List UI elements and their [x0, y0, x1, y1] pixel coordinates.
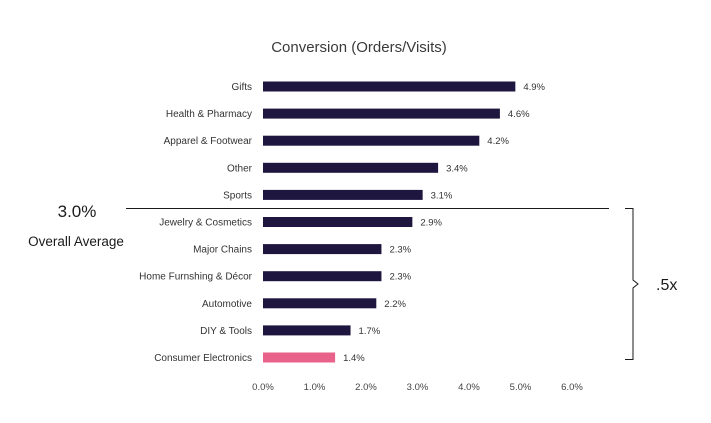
- right-bracket: [625, 207, 639, 360]
- value-label: 1.4%: [343, 353, 365, 364]
- chart-title: Conversion (Orders/Visits): [271, 39, 447, 56]
- category-label: Consumer Electronics: [154, 353, 252, 364]
- average-value: 3.0%: [58, 202, 97, 221]
- category-label: DIY & Tools: [200, 326, 252, 337]
- value-label: 3.4%: [446, 163, 468, 174]
- x-axis: 0.0% 1.0% 2.0% 3.0% 4.0% 5.0% 6.0%: [252, 382, 583, 393]
- category-label: Gifts: [231, 82, 252, 93]
- value-label: 2.3%: [389, 272, 411, 283]
- bar: [263, 271, 382, 282]
- x-tick-label: 2.0%: [355, 382, 377, 393]
- category-label: Automotive: [202, 299, 252, 310]
- bar: [263, 352, 336, 363]
- value-label: 2.3%: [389, 245, 411, 256]
- x-tick-label: 1.0%: [304, 382, 326, 393]
- category-label: Home Furnshing & Décor: [139, 272, 252, 283]
- value-label: 4.6%: [508, 109, 530, 120]
- average-label: Overall Average: [28, 234, 124, 249]
- x-tick-label: 4.0%: [458, 382, 480, 393]
- x-tick-label: 5.0%: [510, 382, 532, 393]
- bar: [263, 244, 382, 255]
- x-tick-label: 0.0%: [252, 382, 274, 393]
- value-label: 2.9%: [420, 218, 442, 229]
- category-label: Apparel & Footwear: [164, 136, 253, 147]
- bar: [263, 325, 351, 336]
- category-label: Major Chains: [193, 245, 252, 256]
- value-label: 4.9%: [523, 82, 545, 93]
- bars-group: Gifts 4.9% Health & Pharmacy 4.6% Apparel & …: [139, 81, 546, 364]
- category-label: Health & Pharmacy: [166, 109, 252, 120]
- value-label: 2.2%: [384, 299, 406, 310]
- x-tick-label: 6.0%: [561, 382, 583, 393]
- category-label: Sports: [223, 190, 252, 201]
- value-label: 1.7%: [359, 326, 381, 337]
- bar: [263, 298, 377, 309]
- bracket-multiplier-label: .5x: [656, 277, 677, 294]
- bar: [263, 81, 516, 92]
- x-tick-label: 3.0%: [407, 382, 429, 393]
- bar: [263, 217, 413, 227]
- bar: [263, 162, 439, 173]
- bar: [263, 189, 423, 200]
- value-label: 4.2%: [487, 136, 509, 147]
- bar: [263, 135, 480, 146]
- category-label: Jewelry & Cosmetics: [159, 218, 252, 229]
- annotations: 3.0% Overall Average .5x: [28, 202, 677, 360]
- bar: [263, 108, 500, 119]
- category-label: Other: [227, 163, 253, 174]
- value-label: 3.1%: [431, 190, 453, 201]
